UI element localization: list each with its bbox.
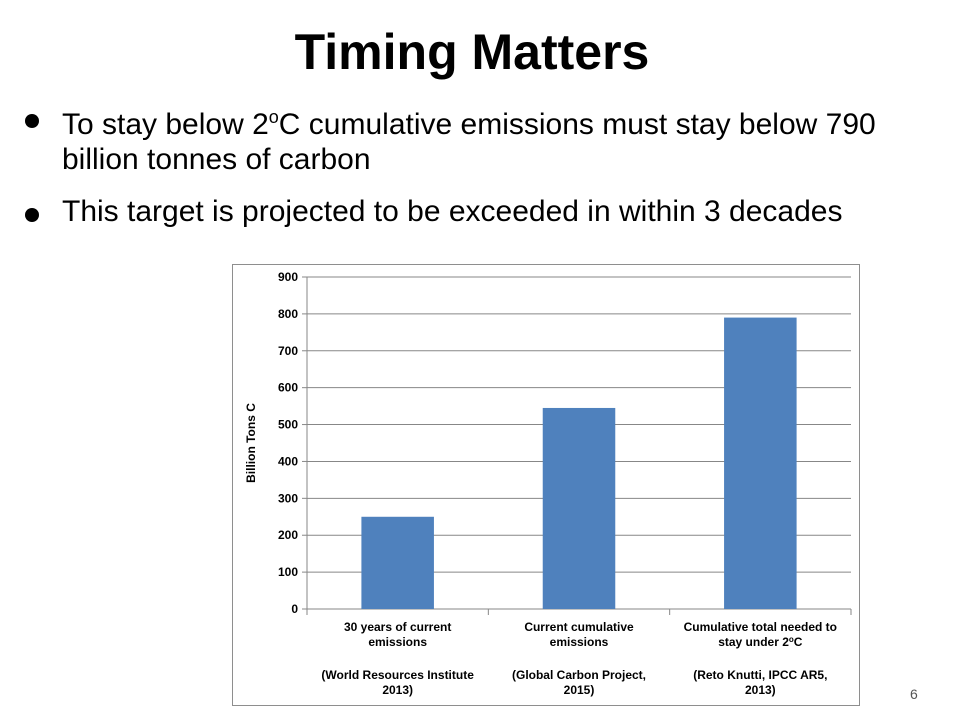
bar-2 [542,407,616,609]
y-tick-label: 800 [278,307,298,321]
bullet-text-pre: To stay below 2 [62,108,269,141]
page-number: 6 [910,686,918,702]
x-source-label: (World Resources Institute [321,668,474,682]
y-tick-label: 600 [278,381,298,395]
bullet-dot-icon [25,208,39,222]
x-source-label: (Reto Knutti, IPCC AR5, [693,668,827,682]
x-source-label: 2013) [745,683,776,697]
y-axis-label: Billion Tons C [244,403,258,483]
bullet-text-post: C cumulative emissions must stay below 7… [62,108,876,176]
y-tick-label: 300 [278,491,298,505]
bullet-text: This target is projected to be exceeded … [62,195,843,228]
x-category-label: emissions [550,635,609,649]
y-tick-label: 700 [278,344,298,358]
bullet-dot-icon [25,114,39,128]
x-category-label: emissions [368,635,427,649]
y-tick-label: 200 [278,528,298,542]
y-tick-label: 400 [278,454,298,468]
x-source-label: 2013) [382,683,413,697]
y-tick-label: 900 [278,270,298,284]
x-source-label: 2015) [564,683,595,697]
y-tick-label: 500 [278,418,298,432]
x-category-label: stay under 2oC [718,635,803,650]
y-tick-label: 100 [278,565,298,579]
bullet-item: To stay below 2oC cumulative emissions m… [22,100,902,177]
x-source-label: (Global Carbon Project, [512,668,646,682]
x-category-label: 30 years of current [344,620,451,634]
slide-title: Timing Matters [294,24,650,80]
x-category-label: Current cumulative [524,620,634,634]
degree-superscript: o [268,107,279,127]
x-category-label: Cumulative total needed to [684,620,837,634]
bar-3 [724,317,797,609]
bullet-list: To stay below 2oC cumulative emissions m… [22,100,902,246]
chart-frame: 0 100 200 300 400 500 600 700 800 900 Billion Tons… [232,264,860,706]
bar-chart: 0 100 200 300 400 500 600 700 800 900 Billion Tons… [244,270,852,697]
bullet-item: This target is projected to be exceeded … [22,194,862,229]
bar-1 [361,516,434,609]
y-tick-label: 0 [291,602,298,616]
